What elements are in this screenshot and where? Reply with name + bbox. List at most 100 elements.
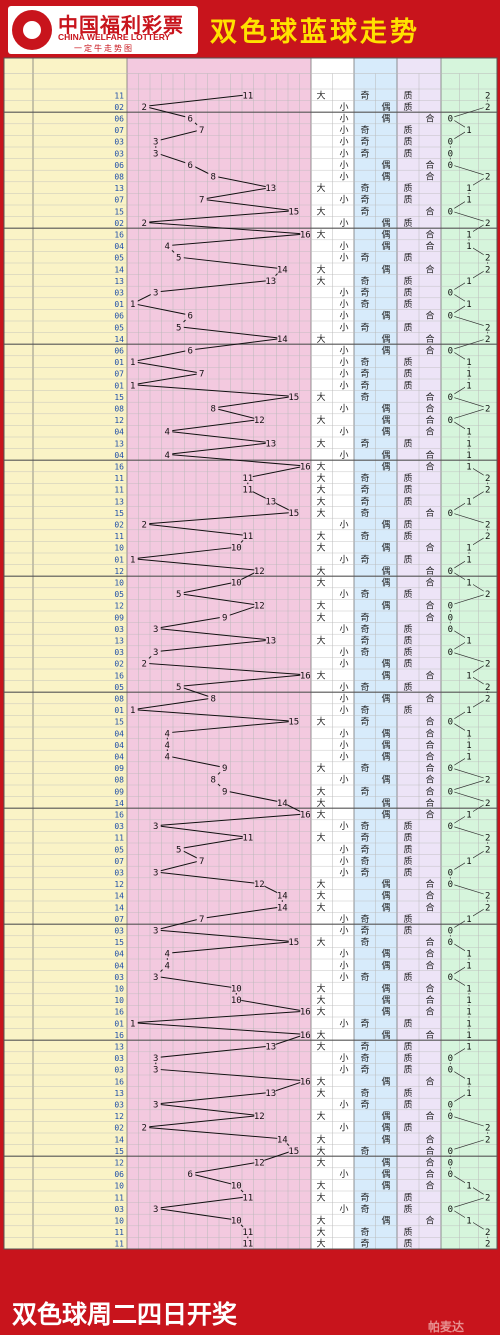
blue-point-label: 3 — [153, 1101, 158, 1111]
blue-ball: 15 — [114, 393, 124, 402]
prime-mark: 质 — [403, 820, 412, 832]
blue-point-label: 16 — [300, 671, 311, 681]
odd-even-mark: 奇 — [360, 913, 369, 925]
blue-point-label: 8 — [211, 695, 216, 705]
blue-point-label: 6 — [188, 312, 193, 322]
prime-mark: 合 — [425, 1145, 434, 1157]
big-small-mark: 小 — [339, 299, 348, 310]
blue-point-bg — [265, 182, 276, 193]
odd-even-mark: 奇 — [360, 124, 369, 136]
mod3-mark: 2 — [485, 91, 490, 101]
mod3-point-bg — [483, 252, 492, 263]
mod3-mark: 0 — [448, 648, 453, 658]
odd-even-mark: 奇 — [360, 1203, 369, 1215]
blue-point-bg — [231, 994, 242, 1005]
blue-ball: 05 — [114, 845, 124, 854]
prime-mark: 合 — [425, 1110, 434, 1122]
blue-point-label: 15 — [288, 1147, 299, 1157]
prime-mark: 质 — [403, 519, 412, 531]
blue-ball: 02 — [114, 1124, 124, 1133]
blue-point-label: 10 — [231, 579, 242, 589]
blue-point-label: 12 — [254, 880, 265, 890]
odd-even-mark: 奇 — [360, 205, 369, 217]
blue-point-bg — [139, 1122, 150, 1133]
blue-point-label: 4 — [165, 729, 170, 739]
blue-point-label: 3 — [153, 822, 158, 832]
odd-even-mark: 偶 — [381, 693, 390, 705]
mod3-point-bg — [465, 913, 473, 924]
blue-ball: 01 — [114, 1019, 124, 1028]
big-small-mark: 小 — [339, 114, 348, 125]
odd-even-mark: 偶 — [381, 658, 390, 670]
odd-even-mark: 偶 — [381, 959, 390, 971]
blue-point-label: 4 — [165, 741, 170, 751]
odd-even-mark: 奇 — [360, 681, 369, 693]
blue-point-label: 3 — [153, 289, 158, 299]
blue-ball: 07 — [114, 126, 124, 135]
mod3-mark: 2 — [485, 799, 490, 809]
odd-even-mark: 奇 — [360, 867, 369, 879]
blue-point-bg — [242, 89, 253, 100]
blue-point-label: 10 — [231, 544, 242, 554]
big-small-mark: 大 — [316, 716, 325, 728]
odd-even-mark: 奇 — [360, 1087, 369, 1099]
big-small-mark: 大 — [316, 577, 325, 589]
odd-even-mark: 偶 — [381, 310, 390, 322]
blue-ball: 03 — [114, 927, 124, 936]
prime-mark: 合 — [425, 959, 434, 971]
mod3-point-bg — [465, 1006, 473, 1017]
mod3-point-bg — [483, 519, 492, 529]
blue-ball: 13 — [114, 277, 124, 286]
blue-point-label: 2 — [142, 219, 147, 229]
big-small-mark: 大 — [316, 635, 325, 647]
mod3-point-bg — [465, 182, 473, 193]
blue-point-label: 2 — [142, 103, 147, 113]
mod3-mark: 0 — [448, 509, 453, 519]
mod3-mark: 0 — [448, 1066, 453, 1076]
blue-point-label: 11 — [242, 532, 253, 542]
blue-point-label: 7 — [199, 196, 204, 206]
mod3-mark: 2 — [485, 173, 490, 183]
big-small-mark: 小 — [339, 554, 348, 565]
mod3-point-bg — [465, 379, 473, 390]
big-small-mark: 小 — [339, 450, 348, 461]
blue-point-bg — [288, 936, 299, 947]
blue-point-bg — [265, 1087, 276, 1098]
big-small-mark: 大 — [316, 1157, 325, 1169]
mod3-point-bg — [483, 693, 492, 703]
prime-mark: 质 — [403, 855, 412, 867]
blue-point-bg — [127, 298, 138, 309]
blue-ball: 11 — [114, 1228, 124, 1237]
mod3-point-bg — [465, 739, 473, 750]
blue-point-bg — [208, 693, 219, 703]
mod3-mark: 1 — [466, 741, 471, 751]
mod3-point-bg — [465, 809, 473, 819]
blue-point-label: 4 — [165, 950, 170, 960]
blue-ball: 16 — [114, 811, 124, 820]
odd-even-mark: 奇 — [360, 1145, 369, 1157]
mod3-point-bg — [446, 1168, 455, 1179]
odd-even-mark: 奇 — [360, 611, 369, 623]
prime-mark: 合 — [425, 762, 434, 774]
mod3-point-bg — [446, 391, 455, 402]
prime-mark: 合 — [425, 797, 434, 809]
odd-even-mark: 奇 — [360, 855, 369, 867]
mod3-point-bg — [483, 797, 492, 808]
prime-mark: 质 — [403, 843, 412, 855]
mod3-mark: 1 — [466, 381, 471, 391]
big-small-mark: 大 — [316, 229, 325, 241]
blue-point-label: 3 — [153, 625, 158, 635]
blue-ball: 03 — [114, 1101, 124, 1110]
odd-even-mark: 偶 — [381, 229, 390, 241]
mod3-point-bg — [465, 635, 473, 645]
blue-point-label: 15 — [288, 393, 299, 403]
mod3-mark: 1 — [466, 1019, 471, 1029]
odd-even-mark: 奇 — [360, 820, 369, 832]
prime-mark: 质 — [403, 658, 412, 670]
prime-mark: 质 — [403, 913, 412, 925]
mod3-point-bg — [483, 681, 492, 692]
blue-point-bg — [150, 971, 161, 982]
blue-point-label: 1 — [130, 1019, 135, 1029]
prime-mark: 质 — [403, 1099, 412, 1111]
big-small-mark: 小 — [339, 322, 348, 333]
